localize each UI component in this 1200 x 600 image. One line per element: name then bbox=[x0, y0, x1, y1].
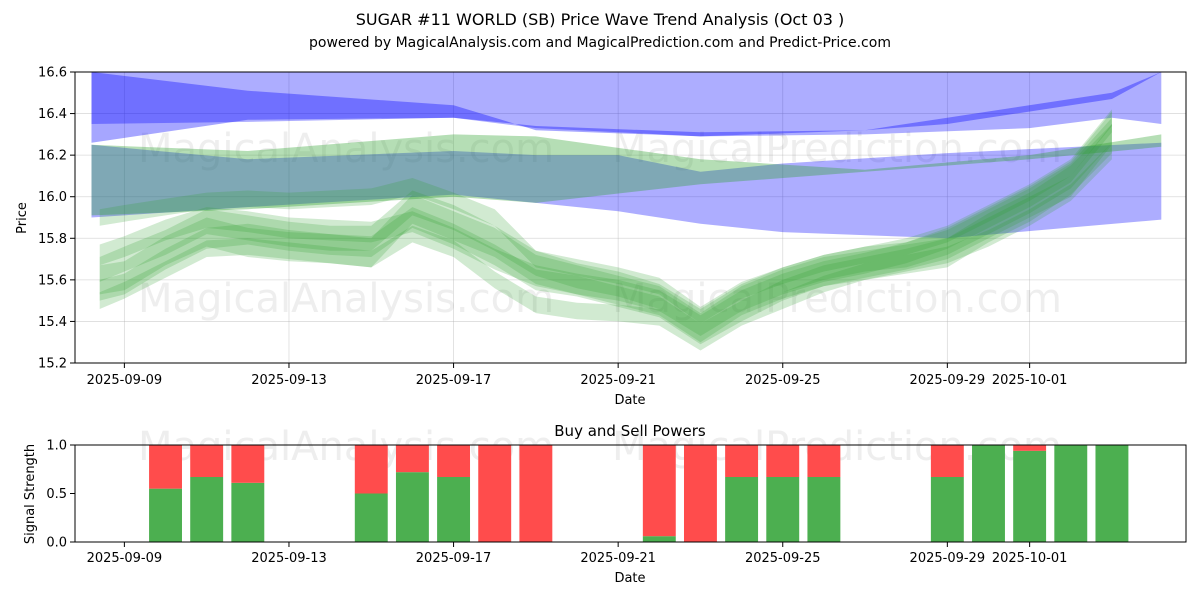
green-wave-band bbox=[99, 111, 1112, 336]
signal-y-tick-label: 0.0 bbox=[46, 536, 67, 551]
price-y-tick-label: 16.4 bbox=[38, 107, 67, 122]
sell-power-bar bbox=[190, 445, 224, 478]
signal-chart-title: Buy and Sell Powers bbox=[554, 422, 706, 440]
price-x-tick-label: 2025-09-25 bbox=[745, 373, 821, 388]
buy-power-bar bbox=[807, 477, 841, 542]
price-x-ticks: 2025-09-09 2025-09-13 2025-09-17 2025-09-21… bbox=[87, 363, 1068, 388]
chart-subtitle: powered by MagicalAnalysis.com and Magic… bbox=[309, 35, 891, 51]
sell-power-bar bbox=[725, 445, 759, 478]
sell-power-bar bbox=[519, 445, 553, 542]
blue-band-top-dark bbox=[91, 72, 1162, 143]
signal-x-tick-label: 2025-09-21 bbox=[580, 551, 656, 566]
price-y-tick-label: 16.0 bbox=[38, 190, 67, 205]
blue-band-upper bbox=[91, 72, 1162, 137]
buy-power-bar bbox=[642, 536, 676, 542]
signal-y-tick-label: 0.5 bbox=[46, 487, 67, 502]
signal-power-chart: Buy and Sell Powers MagicalAnalysis.com … bbox=[23, 422, 1187, 586]
price-x-tick-label: 2025-09-29 bbox=[910, 373, 986, 388]
signal-x-ticks: 2025-09-09 2025-09-13 2025-09-17 2025-09-21… bbox=[87, 542, 1068, 566]
sell-power-bar bbox=[478, 445, 512, 542]
sell-power-bar bbox=[395, 445, 429, 473]
signal-y-tick-label: 1.0 bbox=[46, 439, 67, 454]
sell-power-bar bbox=[1013, 445, 1047, 451]
price-y-tick-label: 15.4 bbox=[38, 315, 67, 330]
buy-power-bar bbox=[1095, 445, 1129, 542]
green-wave-band bbox=[99, 142, 1112, 351]
watermark-prediction-top: MagicalPrediction.com bbox=[612, 126, 1062, 172]
green-wave-band bbox=[99, 109, 1112, 324]
buy-power-bar bbox=[190, 477, 224, 542]
price-y-tick-label: 16.6 bbox=[38, 66, 67, 81]
watermark-analysis-top: MagicalAnalysis.com bbox=[138, 126, 554, 172]
price-wave-chart: MagicalAnalysis.com MagicalPrediction.co… bbox=[15, 66, 1187, 408]
sell-power-bar bbox=[930, 445, 964, 478]
buy-power-bar bbox=[1013, 450, 1047, 542]
sell-power-bar bbox=[642, 445, 676, 537]
price-y-tick-label: 15.2 bbox=[38, 357, 67, 372]
sell-power-bar bbox=[437, 445, 471, 478]
green-wave-band bbox=[99, 117, 1112, 334]
signal-y-ticks: 0.0 0.5 1.0 bbox=[46, 439, 75, 551]
green-wave-band bbox=[99, 124, 1112, 343]
price-x-tick-label: 2025-09-13 bbox=[251, 373, 327, 388]
price-x-tick-label: 2025-09-09 bbox=[87, 373, 163, 388]
chart-title: SUGAR #11 WORLD (SB) Price Wave Trend An… bbox=[356, 10, 845, 29]
signal-bars bbox=[149, 445, 1129, 542]
price-grid bbox=[75, 71, 1186, 364]
signal-x-tick-label: 2025-09-09 bbox=[87, 551, 163, 566]
signal-y-axis-label: Signal Strength bbox=[23, 444, 38, 544]
signal-x-tick-label: 2025-09-13 bbox=[251, 551, 327, 566]
sell-power-bar bbox=[149, 445, 182, 489]
buy-power-bar bbox=[395, 472, 429, 542]
watermark-prediction-mid: MagicalPrediction.com bbox=[612, 276, 1062, 322]
buy-power-bar bbox=[972, 445, 1005, 542]
price-x-tick-label: 2025-09-17 bbox=[416, 373, 492, 388]
price-y-axis-label: Price bbox=[15, 202, 30, 234]
sell-power-bar bbox=[807, 445, 841, 478]
buy-power-bar bbox=[930, 477, 964, 542]
sell-power-bar bbox=[683, 445, 717, 542]
sell-power-bar bbox=[231, 445, 265, 483]
buy-power-bar bbox=[149, 488, 182, 542]
price-y-tick-label: 15.6 bbox=[38, 273, 67, 288]
buy-power-bar bbox=[437, 477, 471, 542]
price-y-ticks: 15.2 15.4 15.6 15.8 16.0 16.2 16.4 16.6 bbox=[38, 66, 75, 372]
price-x-tick-label: 2025-09-21 bbox=[580, 373, 656, 388]
buy-power-bar bbox=[1054, 445, 1088, 542]
signal-x-tick-label: 2025-09-29 bbox=[910, 551, 986, 566]
price-x-tick-label: 2025-10-01 bbox=[992, 373, 1068, 388]
price-y-tick-label: 15.8 bbox=[38, 232, 67, 247]
green-band-upper bbox=[91, 134, 1162, 216]
price-y-tick-label: 16.2 bbox=[38, 149, 67, 164]
price-watermarks: MagicalAnalysis.com MagicalPrediction.co… bbox=[138, 126, 1062, 322]
green-wave-band bbox=[99, 124, 1112, 345]
sell-power-bar bbox=[766, 445, 800, 478]
blue-band-middle bbox=[91, 142, 1162, 239]
signal-x-tick-label: 2025-10-01 bbox=[992, 551, 1068, 566]
watermark-analysis-mid: MagicalAnalysis.com bbox=[138, 276, 554, 322]
buy-power-bar bbox=[725, 477, 759, 542]
buy-power-bar bbox=[231, 482, 265, 542]
buy-power-bar bbox=[354, 493, 388, 542]
signal-x-tick-label: 2025-09-25 bbox=[745, 551, 821, 566]
price-x-axis-label: Date bbox=[614, 393, 645, 408]
price-axes-frame bbox=[74, 71, 1187, 364]
signal-x-tick-label: 2025-09-17 bbox=[416, 551, 492, 566]
buy-power-bar bbox=[766, 477, 800, 542]
signal-x-axis-label: Date bbox=[614, 571, 645, 586]
price-bands bbox=[91, 72, 1162, 351]
sell-power-bar bbox=[354, 445, 388, 494]
